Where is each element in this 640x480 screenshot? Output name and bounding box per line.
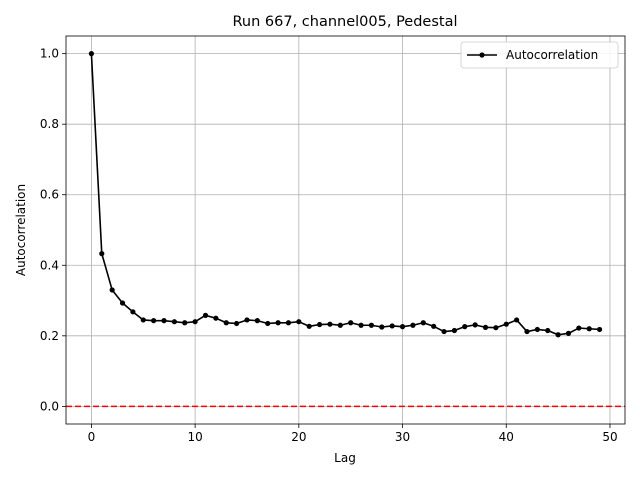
data-point [462,324,468,330]
series-line [90,53,600,336]
data-point [119,300,126,306]
data-point [348,320,354,326]
data-point [524,328,530,335]
plot-frame [65,35,626,425]
data-point [234,320,240,327]
data-point [109,287,115,293]
data-point [389,323,395,329]
y-tick-label: 0.0 [40,399,59,413]
x-tick-label: 40 [499,430,514,444]
data-point [358,322,364,328]
x-tick-label: 30 [395,430,410,444]
data-point [327,321,333,327]
data-point [493,325,499,331]
data-point [130,309,136,315]
data-point [368,322,375,328]
data-point [171,319,177,325]
series-autocorrelation [88,51,603,338]
legend-label: Autocorrelation [506,48,598,62]
data-point [586,326,592,332]
data-point [285,320,292,326]
data-point [182,320,188,326]
data-point [482,324,489,330]
data-point [140,317,146,323]
data-point [88,51,95,57]
data-point [451,327,457,334]
data-point [410,322,416,328]
data-point [306,323,312,329]
data-point [420,320,426,326]
data-point [161,318,167,324]
data-point [275,320,281,326]
data-point [441,328,447,335]
data-point [244,317,250,323]
x-tick-label: 50 [602,430,617,444]
data-point [265,320,271,327]
data-point [213,315,219,321]
data-point [503,321,509,327]
data-point [316,321,323,328]
data-point [296,319,302,325]
data-point [151,318,157,324]
y-axis-label: Autocorrelation [14,184,28,276]
y-tick-label: 0.6 [40,188,59,202]
data-point [337,322,343,328]
data-point [576,325,582,331]
x-axis-ticks: 0 10 20 30 40 50 [88,424,618,444]
y-tick-label: 0.8 [40,117,59,131]
data-point [399,324,406,330]
legend-box [460,41,619,69]
grid-lines [66,36,625,424]
data-point [99,251,105,257]
data-point [223,320,229,326]
x-tick-label: 20 [291,430,306,444]
data-point [534,326,540,333]
data-point [565,330,572,336]
data-point [431,323,437,329]
data-point [192,319,198,325]
data-point [596,326,603,333]
y-axis-ticks: 0.0 0.2 0.4 0.6 0.8 1.0 [40,47,66,413]
y-tick-label: 0.4 [40,258,59,272]
legend: Autocorrelation [460,41,619,69]
x-axis-label: Lag [334,451,356,465]
y-tick-label: 0.2 [40,329,59,343]
data-point [202,312,209,318]
data-point [379,324,385,330]
legend-marker-sample [479,52,485,58]
data-point [514,317,520,323]
chart-title: Run 667, channel005, Pedestal [232,14,457,30]
y-tick-label: 1.0 [40,47,59,61]
data-point [472,322,478,328]
data-point [254,318,260,324]
data-point [545,327,551,334]
x-tick-label: 0 [88,430,96,444]
x-tick-label: 10 [187,430,202,444]
data-point [555,332,561,338]
